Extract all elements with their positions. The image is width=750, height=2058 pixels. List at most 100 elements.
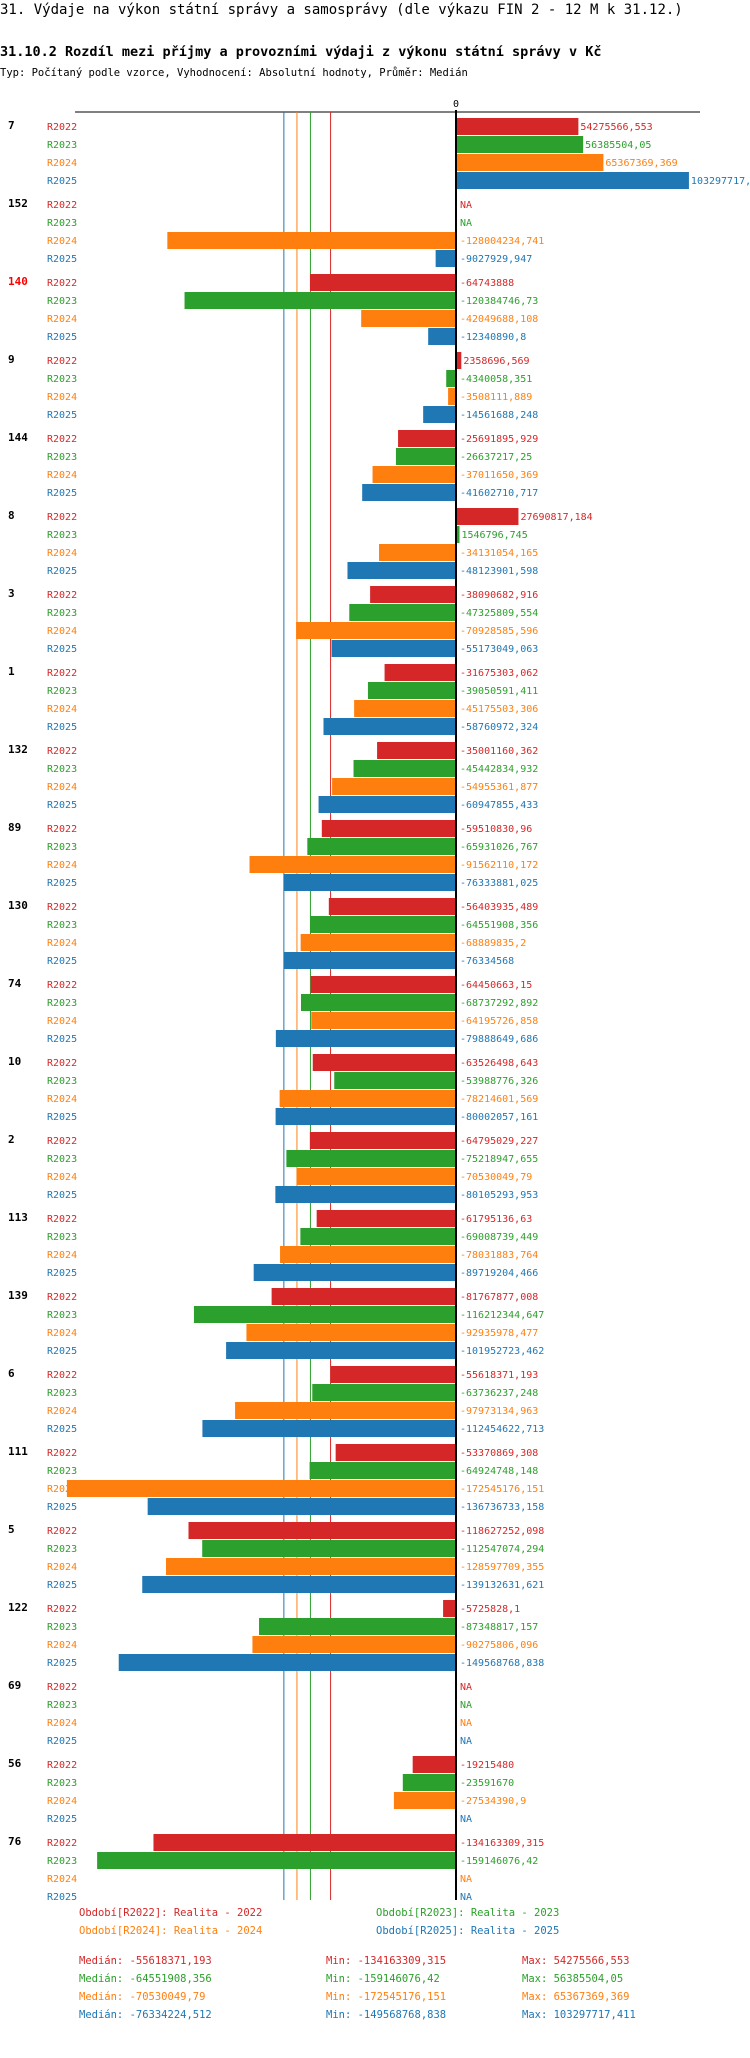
- series-label: R2023: [47, 1856, 77, 1867]
- series-label: R2024: [47, 1094, 77, 1105]
- group-label: 139: [8, 1289, 28, 1302]
- bar: [354, 700, 456, 717]
- bar: [456, 118, 579, 135]
- data-label: -63526498,643: [460, 1058, 538, 1069]
- data-label: 2358696,569: [463, 356, 529, 367]
- series-label: R2023: [47, 1154, 77, 1165]
- series-label: R2025: [47, 1190, 77, 1201]
- bar: [331, 640, 456, 657]
- stat-median-r2025: Medián: -76334224,512: [79, 2009, 212, 2021]
- data-label: -12340890,8: [460, 332, 526, 343]
- bar: [188, 1522, 456, 1539]
- series-label: R2023: [47, 1232, 77, 1243]
- series-label: R2024: [47, 470, 77, 481]
- series-label: R2024: [47, 1328, 77, 1339]
- bar: [184, 292, 456, 309]
- series-label: R2022: [47, 902, 77, 913]
- data-label: -64924748,148: [460, 1466, 538, 1477]
- data-label: NA: [460, 1892, 472, 1903]
- series-label: R2024: [47, 392, 77, 403]
- bar: [362, 484, 456, 501]
- bar: [335, 1444, 456, 1461]
- stat-max-r2023: Max: 56385504,05: [522, 1973, 624, 1985]
- data-label: -92935978,477: [460, 1328, 538, 1339]
- data-label: -41602710,717: [460, 488, 538, 499]
- stat-max-r2022: Max: 54275566,553: [522, 1955, 630, 1967]
- series-label: R2022: [47, 278, 77, 289]
- series-label: R2023: [47, 1310, 77, 1321]
- group-label: 6: [8, 1367, 15, 1380]
- data-label: -112454622,713: [460, 1424, 544, 1435]
- series-label: R2025: [47, 800, 77, 811]
- series-label: R2024: [47, 1718, 77, 1729]
- legend-item-r2023: Období[R2023]: Realita - 2023: [376, 1907, 560, 1919]
- group-label: 130: [8, 899, 28, 912]
- bar: [428, 328, 456, 345]
- data-label: NA: [460, 218, 472, 229]
- data-label: -59510830,96: [460, 824, 532, 835]
- data-label: -80002057,161: [460, 1112, 538, 1123]
- data-label: 65367369,369: [605, 158, 677, 169]
- series-label: R2025: [47, 1268, 77, 1279]
- group-label: 9: [8, 353, 15, 366]
- series-label: R2025: [47, 1502, 77, 1513]
- data-label: -118627252,098: [460, 1526, 544, 1537]
- stat-min-r2022: Min: -134163309,315: [326, 1955, 447, 1967]
- data-label: -9027929,947: [460, 254, 532, 265]
- group-label: 1: [8, 665, 15, 678]
- bar: [456, 526, 460, 543]
- bar: [393, 1792, 456, 1809]
- series-label: R2025: [47, 1658, 77, 1669]
- series-label: R2022: [47, 1448, 77, 1459]
- stat-min-r2024: Min: -172545176,151: [326, 1991, 447, 2003]
- bar: [283, 874, 456, 891]
- bar: [412, 1756, 456, 1773]
- stat-min-r2023: Min: -159146076,42: [326, 1973, 440, 1985]
- series-label: R2022: [47, 1526, 77, 1537]
- bar: [153, 1834, 456, 1851]
- series-label: R2024: [47, 1250, 77, 1261]
- bar: [316, 1210, 456, 1227]
- bar: [307, 838, 456, 855]
- series-label: R2023: [47, 1778, 77, 1789]
- bar: [202, 1420, 456, 1437]
- series-label: R2024: [47, 158, 77, 169]
- group-label: 122: [8, 1601, 28, 1614]
- group-label: 2: [8, 1133, 15, 1146]
- series-label: R2024: [47, 1874, 77, 1885]
- series-label: R2023: [47, 1076, 77, 1087]
- data-label: -79888649,686: [460, 1034, 538, 1045]
- group-label: 144: [8, 431, 28, 444]
- series-label: R2023: [47, 920, 77, 931]
- group-label: 132: [8, 743, 28, 756]
- group-label: 113: [8, 1211, 28, 1224]
- series-label: R2023: [47, 998, 77, 1009]
- data-label: -64450663,15: [460, 980, 532, 991]
- series-label: R2023: [47, 842, 77, 853]
- series-label: R2023: [47, 764, 77, 775]
- bar: [395, 448, 456, 465]
- data-label: -81767877,008: [460, 1292, 538, 1303]
- data-label: -76333881,025: [460, 878, 538, 889]
- group-label: 76: [8, 1835, 22, 1848]
- stat-median-r2023: Medián: -64551908,356: [79, 1973, 212, 1985]
- data-label: -172545176,151: [460, 1484, 544, 1495]
- series-label: R2023: [47, 1700, 77, 1711]
- data-label: -60947855,433: [460, 800, 538, 811]
- data-label: -120384746,73: [460, 296, 538, 307]
- data-label: -45442834,932: [460, 764, 538, 775]
- data-label: -75218947,655: [460, 1154, 538, 1165]
- bar: [249, 856, 456, 873]
- data-label: 56385504,05: [585, 140, 651, 151]
- data-label: -14561688,248: [460, 410, 538, 421]
- group-label: 111: [8, 1445, 28, 1458]
- bar: [193, 1306, 456, 1323]
- data-label: -42049688,108: [460, 314, 538, 325]
- data-label: -48123901,598: [460, 566, 538, 577]
- series-label: R2024: [47, 626, 77, 637]
- series-label: R2023: [47, 1544, 77, 1555]
- bar: [310, 976, 456, 993]
- bar: [279, 1090, 456, 1107]
- series-label: R2022: [47, 980, 77, 991]
- data-label: -149568768,838: [460, 1658, 544, 1669]
